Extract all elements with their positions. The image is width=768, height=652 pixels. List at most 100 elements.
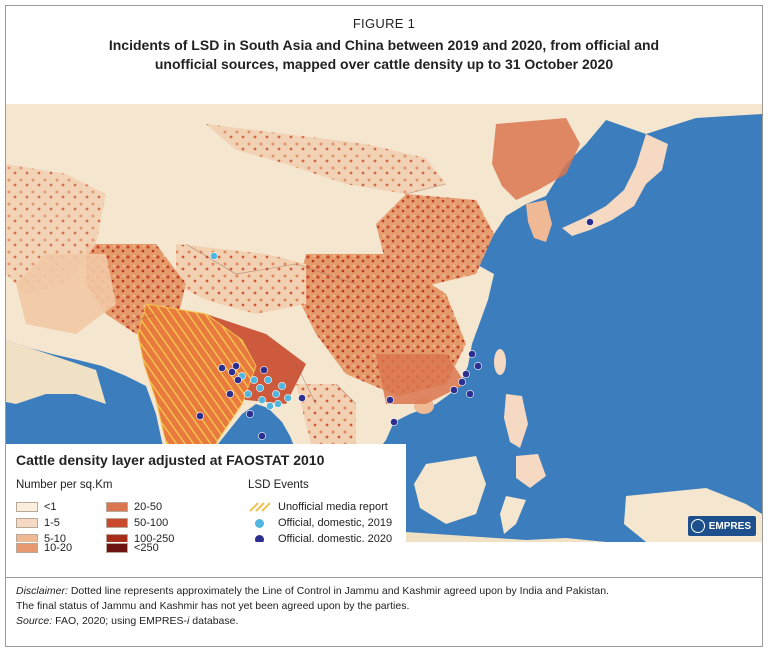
density-class-label: 100-250 — [134, 533, 175, 542]
density-afghanistan — [16, 254, 116, 334]
disclaimer-label: Disclaimer: — [16, 585, 68, 597]
event-2020-marker — [246, 410, 254, 418]
event-2019-marker — [210, 252, 218, 260]
density-swatch — [106, 518, 128, 528]
density-class-label: <250 — [134, 542, 159, 554]
event-2020-marker — [474, 362, 482, 370]
korea — [526, 200, 552, 242]
japan — [562, 134, 668, 236]
event-2019-marker — [278, 382, 286, 390]
event-2019-marker — [274, 400, 282, 408]
event-2020-marker — [468, 350, 476, 358]
figure-label: FIGURE 1 — [352, 16, 416, 31]
source-label: Source: — [16, 615, 53, 627]
hatch-symbol-icon — [248, 501, 270, 513]
borneo — [414, 456, 486, 524]
source-line: Source: FAO, 2020; using EMPRES-i databa… — [16, 614, 752, 629]
event-2019-marker — [244, 390, 252, 398]
empres-logo: EMPRES — [687, 516, 756, 536]
density-class-item: 10-20 — [16, 542, 72, 554]
event-2020-marker — [586, 218, 594, 226]
density-tibet — [176, 244, 306, 314]
density-class-label: 20-50 — [134, 501, 163, 513]
source-italic: i — [187, 615, 190, 627]
dot-2020-icon — [248, 533, 270, 542]
source-text: FAO, 2020; using EMPRES- — [52, 615, 187, 627]
density-north-china — [376, 194, 494, 286]
event-2020-marker — [226, 390, 234, 398]
density-swatch — [16, 534, 38, 542]
density-class-label: 1-5 — [44, 517, 60, 529]
lsd-item-2019: Official, domestic, 2019 — [248, 517, 392, 529]
event-2020-marker — [458, 378, 466, 386]
density-class-item: 100-250 — [106, 533, 174, 542]
density-class-label: <1 — [44, 501, 57, 513]
event-2020-marker — [260, 366, 268, 374]
density-class-label: 10-20 — [44, 542, 73, 554]
event-2019-marker — [264, 376, 272, 384]
density-swatch — [106, 534, 128, 542]
lsd-heading: LSD Events — [248, 479, 309, 491]
philippines-south — [516, 454, 546, 488]
event-2020-marker — [232, 362, 240, 370]
lsd-item-label: Official, domestic, 2019 — [278, 517, 393, 529]
event-2019-marker — [266, 402, 274, 410]
lsd-item-label: Unofficial media report — [278, 501, 388, 513]
arabia-coast — [6, 340, 106, 404]
event-2019-marker — [284, 394, 292, 402]
density-class-label: 5-10 — [44, 533, 67, 542]
dot-2019-icon — [248, 517, 270, 529]
density-class-item: 20-50 — [106, 501, 162, 513]
java-islands — [406, 532, 606, 542]
event-2019-marker — [256, 384, 264, 392]
legend-panel: Cattle density layer adjusted at FAOSTAT… — [6, 444, 406, 542]
density-class-item: 50-100 — [106, 517, 168, 529]
event-2020-marker — [228, 368, 236, 376]
disclaimer-text: Dotted line represents approximately the… — [67, 585, 609, 597]
notes-divider — [6, 577, 762, 578]
density-class-item: 1-5 — [16, 517, 60, 529]
density-class-label: 50-100 — [134, 517, 169, 529]
density-swatch — [106, 502, 128, 512]
event-2020-marker — [234, 376, 242, 384]
figure-title: Incidents of LSD in South Asia and China… — [46, 36, 722, 74]
figure-frame: FIGURE 1 Incidents of LSD in South Asia … — [5, 5, 763, 647]
lsd-item-2020: Official, domestic, 2020 — [248, 533, 392, 542]
event-2020-marker — [390, 418, 398, 426]
density-class-item: 5-10 — [16, 533, 66, 542]
event-2019-marker — [272, 390, 280, 398]
event-2020-marker — [218, 364, 226, 372]
density-swatch — [16, 543, 38, 553]
event-2019-marker — [258, 396, 266, 404]
density-heading: Number per sq.Km — [16, 479, 113, 491]
event-2020-marker — [258, 432, 266, 440]
density-class-item: <250 — [106, 542, 159, 554]
density-south-china — [376, 354, 466, 404]
cattle-density-map: Cattle density layer adjusted at FAOSTAT… — [6, 104, 762, 542]
density-swatch — [16, 502, 38, 512]
legend-title: Cattle density layer adjusted at FAOSTAT… — [16, 452, 325, 468]
fao-logo-icon — [690, 519, 705, 533]
density-swatch — [106, 543, 128, 553]
country-borders — [125, 183, 447, 405]
event-2020-marker — [466, 390, 474, 398]
notes-block: Disclaimer: Dotted line represents appro… — [16, 584, 752, 629]
event-2020-marker — [450, 386, 458, 394]
event-2020-marker — [386, 396, 394, 404]
lsd-item-label: Official, domestic, 2020 — [278, 533, 393, 542]
event-2019-marker — [250, 376, 258, 384]
density-inner-mongolia — [206, 124, 446, 194]
density-swatch — [16, 518, 38, 528]
density-class-item: <1 — [16, 501, 57, 513]
figure-title-line-1: Incidents of LSD in South Asia and China… — [108, 37, 660, 53]
disclaimer-line-1: Disclaimer: Dotted line represents appro… — [16, 584, 752, 599]
taiwan — [494, 349, 506, 375]
figure-title-line-2: unofficial sources, mapped over cattle d… — [154, 56, 614, 72]
event-2020-marker — [298, 394, 306, 402]
philippines — [504, 394, 528, 448]
sulawesi — [500, 496, 526, 534]
event-2020-marker — [196, 412, 204, 420]
lsd-item-unofficial: Unofficial media report — [248, 501, 388, 513]
source-end: database. — [189, 615, 239, 627]
empres-logo-text: EMPRES — [708, 520, 751, 532]
